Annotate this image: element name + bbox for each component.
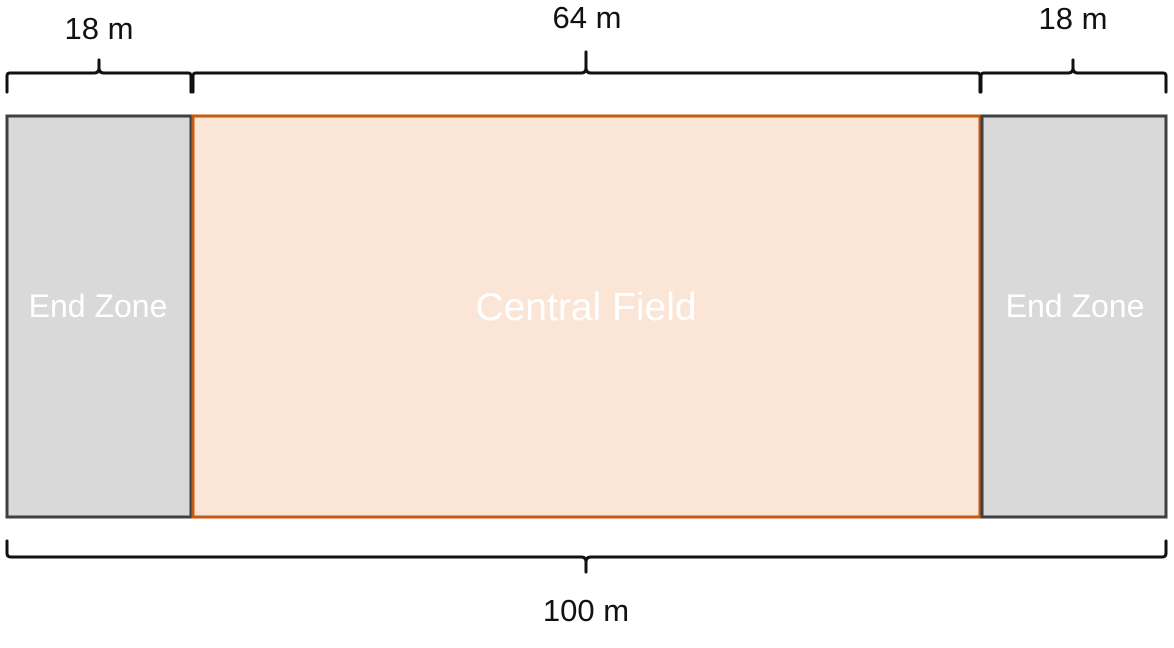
brace-total	[5, 539, 1168, 574]
left-end-zone-label: End Zone	[29, 288, 168, 324]
central-field	[191, 114, 982, 519]
right-end-zone-label: End Zone	[1006, 288, 1145, 324]
brace-right-end-zone	[979, 58, 1168, 94]
dim-label-central-field: 64 m	[553, 0, 622, 35]
central-field-label: Central Field	[475, 286, 696, 329]
dim-label-left-end-zone: 18 m	[65, 11, 134, 46]
right-end-zone	[980, 114, 1168, 519]
dim-label-total: 100 m	[543, 593, 629, 628]
brace-left-end-zone	[5, 58, 193, 94]
brace-central-field	[191, 50, 982, 94]
left-end-zone	[5, 114, 193, 519]
dim-label-right-end-zone: 18 m	[1039, 1, 1108, 36]
